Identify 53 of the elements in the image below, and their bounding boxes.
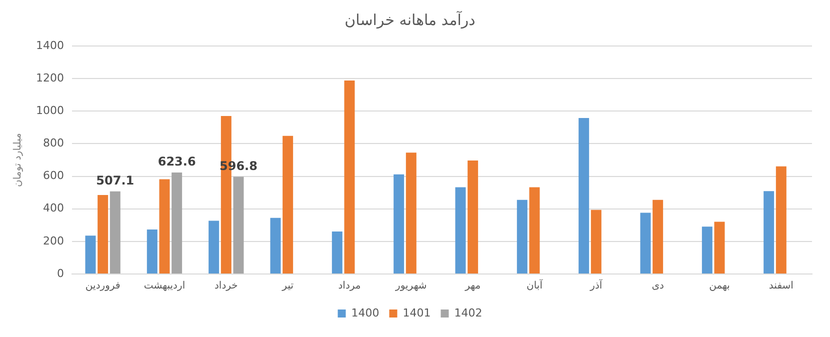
bar xyxy=(714,222,725,274)
x-tick-label: فروردین xyxy=(85,280,120,292)
legend-label: 1401 xyxy=(402,306,431,320)
bar xyxy=(332,231,342,274)
x-tick-label: خرداد xyxy=(214,280,238,292)
bar xyxy=(172,172,182,274)
bar xyxy=(764,191,774,274)
legend-label: 1402 xyxy=(454,306,482,320)
y-tick-label: 1200 xyxy=(36,71,64,84)
x-tick-label: بهمن xyxy=(709,280,730,292)
bar xyxy=(640,212,651,274)
bar xyxy=(590,210,602,274)
bar xyxy=(776,166,786,274)
legend-label: 1400 xyxy=(351,306,380,320)
bar xyxy=(233,176,244,274)
bar xyxy=(516,200,528,274)
bar xyxy=(85,236,96,274)
bar xyxy=(270,218,281,274)
x-tick-label: مرداد xyxy=(338,280,361,292)
y-tick-label: 600 xyxy=(42,169,64,182)
y-tick-label: 400 xyxy=(42,202,64,215)
bar xyxy=(282,136,294,274)
y-tick-label: 200 xyxy=(42,234,64,248)
x-tick-label: مهر xyxy=(464,280,481,292)
data-label: 623.6 xyxy=(158,154,196,169)
x-tick-label: آذر xyxy=(589,278,604,292)
bar xyxy=(110,191,120,274)
y-tick-label: 0 xyxy=(56,266,64,280)
y-tick-label: 800 xyxy=(42,136,64,150)
x-tick-label: اردیبهشت xyxy=(144,280,186,292)
bar xyxy=(344,80,355,274)
y-tick-label: 1000 xyxy=(36,104,64,117)
x-tick-label: آبان xyxy=(526,278,544,292)
bar xyxy=(406,152,416,274)
x-tick-label: شهریور xyxy=(394,280,427,292)
bar xyxy=(468,160,478,274)
x-tick-label: اسفند xyxy=(768,280,794,292)
bar xyxy=(159,179,170,274)
bar xyxy=(652,200,664,274)
y-axis-title: میلیارد تومان xyxy=(12,133,24,187)
bar xyxy=(455,187,466,274)
bar xyxy=(394,174,404,274)
y-tick-label: 1400 xyxy=(36,38,64,52)
chart-title: درآمد ماهانه خراسان xyxy=(344,10,476,29)
bar xyxy=(208,220,220,274)
bar xyxy=(578,118,590,274)
bar xyxy=(98,195,108,274)
bar xyxy=(146,230,158,274)
x-tick-label: دی xyxy=(652,280,664,292)
x-tick-label: تیر xyxy=(281,280,294,292)
bar xyxy=(529,187,540,274)
bar xyxy=(702,226,712,274)
data-label: 507.1 xyxy=(96,174,134,188)
